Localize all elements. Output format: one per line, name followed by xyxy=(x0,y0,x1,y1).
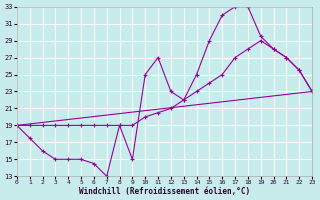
X-axis label: Windchill (Refroidissement éolien,°C): Windchill (Refroidissement éolien,°C) xyxy=(79,187,250,196)
